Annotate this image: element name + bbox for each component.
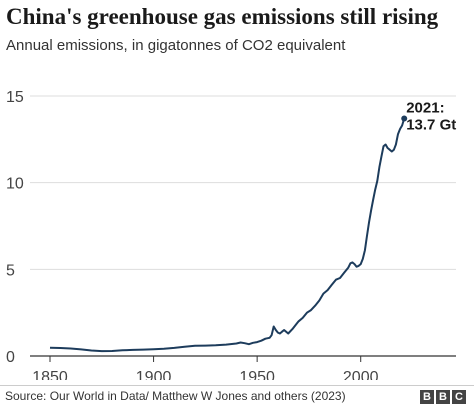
source-note: Source: Our World in Data/ Matthew W Jon… <box>5 389 346 403</box>
y-tick-label: 0 <box>6 349 15 366</box>
chart-title: China's greenhouse gas emissions still r… <box>6 4 439 29</box>
y-tick-label: 10 <box>6 176 24 193</box>
bbc-logo-block: B <box>420 390 434 404</box>
emissions-line <box>49 118 406 353</box>
bbc-logo-block: B <box>436 390 450 404</box>
x-tick-label: 1850 <box>32 369 68 380</box>
chart-subtitle: Annual emissions, in gigatonnes of CO2 e… <box>6 37 346 54</box>
x-tick-label: 1900 <box>136 369 172 380</box>
bbc-logo-block: C <box>452 390 466 404</box>
footer-divider <box>0 385 474 386</box>
x-tick-label: 1950 <box>239 369 275 380</box>
y-tick-label: 15 <box>6 89 24 106</box>
x-tick-label: 2000 <box>343 369 379 380</box>
annotation-value: 13.7 Gt <box>406 117 456 134</box>
y-tick-label: 5 <box>6 262 15 279</box>
latest-point <box>401 115 408 122</box>
line-chart: 0 5 10 15 1850 1900 1950 2000 2021:13.7 Gt <box>6 89 456 380</box>
annotation-year: 2021: <box>406 100 444 117</box>
